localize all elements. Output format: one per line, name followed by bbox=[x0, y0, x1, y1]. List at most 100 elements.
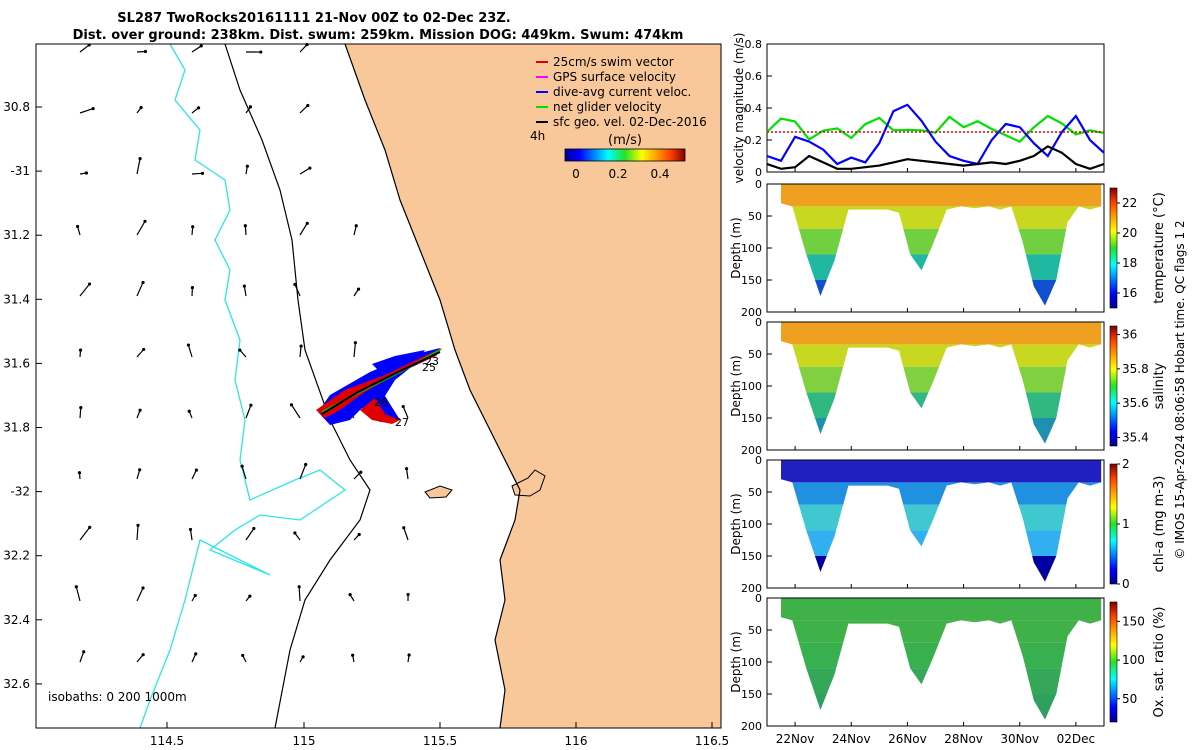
vector-arrow-head bbox=[308, 166, 312, 170]
vector-arrow-head bbox=[191, 225, 195, 229]
vector-arrow-head bbox=[252, 526, 256, 531]
vector-arrow-head bbox=[193, 593, 197, 598]
vector-arrow-head bbox=[199, 44, 203, 48]
vector-arrow-head bbox=[76, 224, 80, 229]
track-day-label: 27 bbox=[395, 416, 409, 429]
vector-arrow-head bbox=[188, 527, 193, 532]
vector-arrow bbox=[299, 105, 309, 114]
section-colorbar-tick-label: 18 bbox=[1122, 256, 1137, 270]
vector-arrow-head bbox=[401, 404, 405, 409]
vector-arrow-head bbox=[357, 532, 361, 537]
section-y-tick-label: 150 bbox=[741, 550, 762, 563]
vector-arrow-head bbox=[241, 653, 245, 658]
vector-arrow-head bbox=[402, 526, 406, 530]
vector-arrow-head bbox=[248, 594, 252, 598]
vector-arrow-head bbox=[190, 286, 194, 290]
vector-arrow bbox=[79, 44, 90, 53]
vector-arrow bbox=[241, 466, 247, 480]
vector-arrow-head bbox=[351, 653, 355, 657]
vector-arrow-head bbox=[404, 467, 409, 471]
vector-arrow bbox=[298, 586, 301, 602]
velocity-y-tick-label: 0.8 bbox=[745, 38, 763, 51]
legend-label: 25cm/s swim vector bbox=[553, 55, 674, 69]
section-y-tick-label: 200 bbox=[741, 720, 762, 733]
map-axis-ticks: 114.5 115 115.5 116 116.5 30.8 -31 31.2 31.4 31.6… bbox=[3, 100, 729, 748]
vector-arrow bbox=[79, 108, 94, 114]
vector-arrow bbox=[79, 527, 91, 541]
vector-arrow-head bbox=[240, 464, 244, 468]
time-tick-label: 26Nov bbox=[888, 732, 927, 746]
section-y-tick-label: 200 bbox=[741, 444, 762, 457]
colorbar-tick: 0.2 bbox=[608, 167, 627, 181]
land-mass bbox=[345, 44, 721, 728]
vector-arrow-head bbox=[194, 468, 198, 472]
velocity-series-sfc-geo-vel- bbox=[766, 145, 1105, 170]
section-y-axis-label: Depth (m) bbox=[729, 217, 743, 278]
vector-arrow-head bbox=[293, 282, 297, 287]
section-colorbar-tick-label: 100 bbox=[1122, 653, 1145, 667]
vector-arrow-head bbox=[141, 586, 145, 590]
vector-arrow bbox=[245, 528, 255, 541]
time-tick-label: 24Nov bbox=[832, 732, 871, 746]
vector-arrow bbox=[136, 282, 144, 297]
track-swim-blob bbox=[360, 398, 400, 424]
section-y-tick-label: 150 bbox=[741, 412, 762, 425]
vector-arrow-head bbox=[306, 103, 310, 108]
section-layer-band bbox=[781, 322, 1102, 345]
vector-arrow bbox=[136, 158, 141, 175]
section-y-tick-label: 100 bbox=[741, 518, 762, 531]
vector-arrow bbox=[189, 529, 193, 541]
vector-arrow bbox=[299, 464, 307, 480]
section-colorbar-tick-label: 0 bbox=[1122, 577, 1130, 591]
isobath-1000m bbox=[139, 44, 347, 728]
section-colorbar bbox=[1109, 463, 1118, 585]
section-y-tick-label: 50 bbox=[748, 348, 762, 361]
section-layer-band bbox=[781, 598, 1102, 621]
section-colorbar-tick-label: 2 bbox=[1122, 457, 1130, 471]
vector-arrow-head bbox=[305, 221, 309, 225]
track-surface-line bbox=[321, 351, 441, 415]
vector-arrow bbox=[136, 349, 145, 358]
vector-arrow-head bbox=[139, 106, 143, 110]
vector-arrow-head bbox=[297, 585, 301, 589]
vector-arrow-head bbox=[84, 171, 89, 175]
vector-arrow bbox=[405, 468, 409, 480]
vector-arrow-head bbox=[248, 105, 253, 109]
section-layer-band bbox=[781, 482, 1102, 505]
section-layer-band bbox=[781, 206, 1102, 229]
vector-arrow-head bbox=[194, 652, 198, 656]
map-x-tick-label: 115 bbox=[293, 734, 316, 748]
vector-arrow-head bbox=[79, 406, 83, 410]
vector-arrow-head bbox=[91, 106, 95, 111]
colorbar-tick: 0.4 bbox=[650, 167, 669, 181]
vector-arrow bbox=[353, 342, 357, 358]
vector-arrow bbox=[75, 586, 81, 602]
vector-arrow-head bbox=[304, 462, 308, 467]
vector-arrow-head bbox=[238, 348, 242, 352]
track-day-label: 25 bbox=[422, 361, 436, 374]
colorbar-tick: 0 bbox=[572, 167, 580, 181]
vector-arrow bbox=[294, 284, 301, 297]
section-colorbar-tick-label: 1 bbox=[1122, 517, 1130, 531]
section-colorbar-tick-label: 150 bbox=[1122, 614, 1145, 628]
velocity-y-tick-label: 0.6 bbox=[745, 70, 763, 83]
map-y-tick-label: 31.4 bbox=[3, 292, 30, 306]
section-panel-temperature: 0 50 100 150 200 Depth (m) 16 18 20 22 temperature… bbox=[729, 178, 1167, 319]
vector-arrow-head bbox=[353, 341, 358, 345]
velocity-plot-area bbox=[766, 43, 1105, 173]
section-colorbar-label: salinity bbox=[1152, 362, 1167, 409]
vector-arrow-head bbox=[354, 224, 358, 228]
legend-label: net glider velocity bbox=[553, 100, 661, 114]
map-y-tick-label: 31.8 bbox=[3, 421, 30, 435]
vector-arrow-head bbox=[359, 470, 363, 474]
time-tick-label: 28Nov bbox=[944, 732, 983, 746]
section-y-axis-label: Depth (m) bbox=[729, 355, 743, 416]
map-x-tick-label: 116.5 bbox=[695, 734, 729, 748]
vector-arrow-head bbox=[200, 171, 205, 175]
section-colorbar-label: Ox. sat. ratio (%) bbox=[1152, 607, 1167, 718]
vector-arrow bbox=[299, 223, 308, 236]
map-x-tick-label: 114.5 bbox=[150, 734, 184, 748]
map-y-tick-label: -32 bbox=[10, 485, 30, 499]
vector-arrow-head bbox=[143, 49, 148, 54]
footer-credit: © IMOS 15-Apr-2024 08:06:58 Hobart time.… bbox=[1173, 220, 1187, 559]
